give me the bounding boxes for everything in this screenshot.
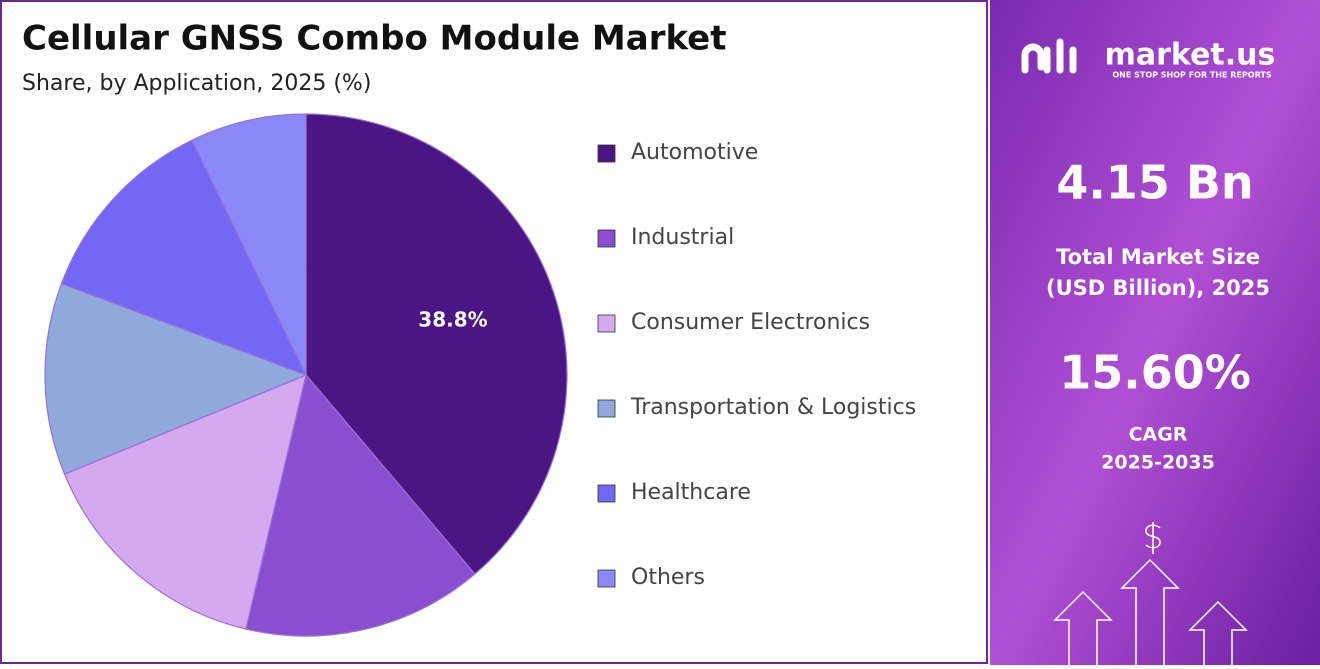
legend-swatch xyxy=(597,569,616,588)
legend-label: Others xyxy=(631,565,705,590)
legend-label: Automotive xyxy=(631,140,758,165)
cagr-label: CAGR xyxy=(1129,424,1188,446)
market-size: 4.15 Bn xyxy=(1056,156,1253,210)
cagr-label: 2025-2035 xyxy=(1101,452,1215,474)
pie-slice xyxy=(305,113,568,575)
legend-swatch xyxy=(597,144,616,163)
market-size-label: (USD Billion), 2025 xyxy=(1046,276,1270,300)
pie: 38.8% xyxy=(44,113,568,637)
pie-slice xyxy=(245,373,476,637)
sidebar-panel xyxy=(990,0,1320,665)
tagline: ONE STOP SHOP FOR THE REPORTS xyxy=(1112,71,1271,80)
brand-logo xyxy=(1021,38,1077,74)
pie-slice xyxy=(44,282,308,475)
legend-label: Industrial xyxy=(631,225,734,250)
legend-label: Transportation & Logistics xyxy=(630,395,916,420)
chart-subtitle: Share, by Application, 2025 (%) xyxy=(22,71,371,96)
pie-slice xyxy=(63,374,307,630)
chart-title: Cellular GNSS Combo Module Market xyxy=(22,19,727,59)
legend-swatch xyxy=(597,399,616,418)
legend-label: Consumer Electronics xyxy=(631,310,870,335)
pie-slice xyxy=(191,113,307,376)
legend-label: Healthcare xyxy=(631,480,751,505)
legend-swatch xyxy=(597,484,616,503)
cagr: 15.60% xyxy=(1059,346,1251,400)
data-label: 38.8% xyxy=(418,308,487,332)
brand: market.us xyxy=(1105,38,1276,73)
legend-swatch xyxy=(597,314,616,333)
market-size-label: Total Market Size xyxy=(1056,245,1260,269)
pie-slice xyxy=(60,139,308,377)
legend-swatch xyxy=(597,229,616,248)
legend: Automotive Industrial Consumer Electronics… xyxy=(597,140,916,590)
